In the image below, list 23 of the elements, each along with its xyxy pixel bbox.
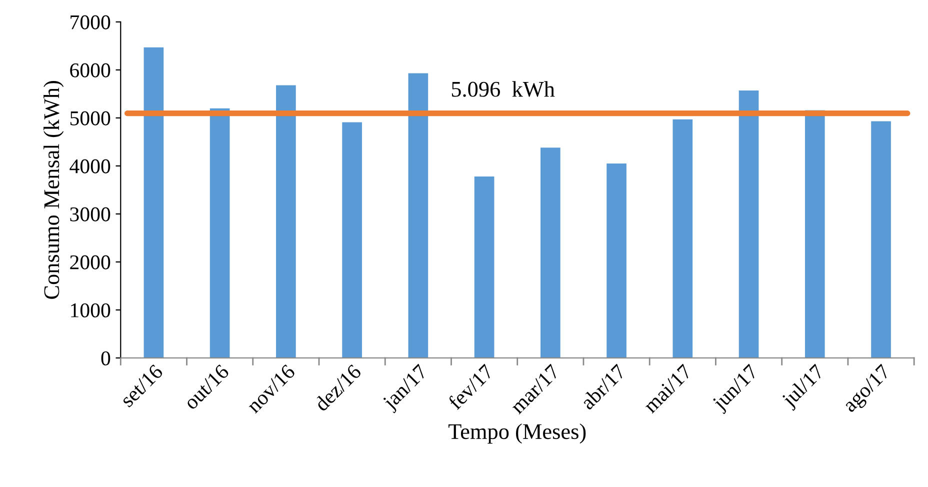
- bar: [738, 90, 759, 358]
- bar: [540, 148, 560, 358]
- x-axis-title: Tempo (Meses): [448, 423, 586, 444]
- y-tick-label: 5000: [70, 111, 110, 126]
- bar: [871, 121, 891, 358]
- bar: [804, 110, 825, 358]
- y-tick-label: 0: [101, 351, 110, 366]
- y-tick-label: 7000: [70, 15, 110, 30]
- bar: [144, 47, 164, 358]
- bar: [342, 122, 362, 358]
- bar: [210, 108, 230, 358]
- y-axis-title: Consumo Mensal (kWh): [44, 81, 64, 299]
- ref-line-label: 5.096 kWh: [452, 81, 555, 97]
- y-tick-label: 3000: [70, 207, 110, 222]
- y-tick-label: 1000: [71, 303, 110, 318]
- bar: [474, 176, 494, 358]
- y-tick-label: 6000: [70, 63, 110, 78]
- y-tick-label: 2000: [70, 255, 110, 270]
- bar: [672, 119, 693, 358]
- bar: [606, 164, 626, 358]
- bar: [408, 73, 428, 358]
- y-tick-label: 4000: [70, 159, 110, 174]
- bar: [276, 85, 296, 358]
